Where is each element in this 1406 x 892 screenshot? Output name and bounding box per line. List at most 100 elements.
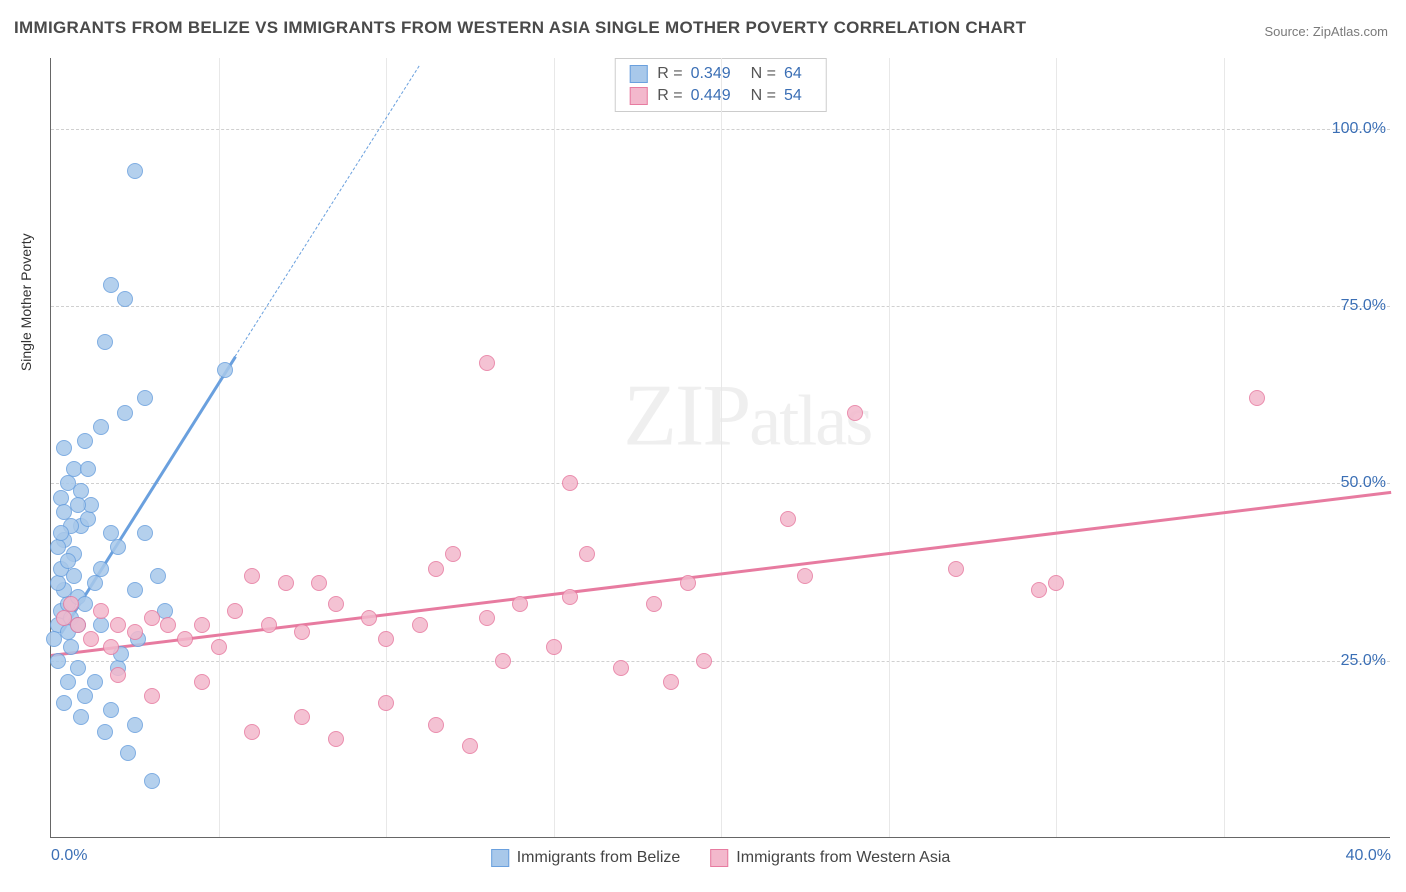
scatter-point-western_asia [144, 688, 160, 704]
scatter-point-belize [53, 525, 69, 541]
scatter-point-western_asia [562, 475, 578, 491]
scatter-point-belize [110, 539, 126, 555]
scatter-point-western_asia [948, 561, 964, 577]
scatter-point-western_asia [83, 631, 99, 647]
gridline-v [1056, 58, 1057, 837]
scatter-point-western_asia [1249, 390, 1265, 406]
scatter-point-belize [56, 440, 72, 456]
r-value-wasia: 0.449 [691, 87, 731, 105]
scatter-point-belize [93, 419, 109, 435]
scatter-point-belize [127, 163, 143, 179]
n-label: N = [751, 65, 776, 83]
scatter-point-belize [103, 702, 119, 718]
scatter-point-belize [63, 639, 79, 655]
scatter-point-belize [217, 362, 233, 378]
scatter-point-belize [56, 695, 72, 711]
scatter-point-western_asia [177, 631, 193, 647]
y-axis-label: Single Mother Poverty [18, 233, 34, 371]
scatter-point-western_asia [579, 546, 595, 562]
scatter-point-belize [70, 660, 86, 676]
scatter-point-western_asia [93, 603, 109, 619]
x-tick-label: 40.0% [1346, 847, 1391, 865]
scatter-point-belize [77, 688, 93, 704]
scatter-point-western_asia [211, 639, 227, 655]
r-value-belize: 0.349 [691, 65, 731, 83]
scatter-point-western_asia [512, 596, 528, 612]
scatter-point-belize [127, 582, 143, 598]
scatter-point-belize [137, 390, 153, 406]
legend-item-belize: Immigrants from Belize [491, 849, 681, 867]
scatter-point-belize [137, 525, 153, 541]
scatter-point-belize [103, 525, 119, 541]
gridline-v [554, 58, 555, 837]
gridline-v [386, 58, 387, 837]
scatter-point-western_asia [445, 546, 461, 562]
scatter-point-western_asia [1048, 575, 1064, 591]
n-value-belize: 64 [784, 65, 802, 83]
y-tick-label: 25.0% [1341, 652, 1386, 670]
y-tick-label: 100.0% [1332, 120, 1386, 138]
scatter-point-belize [60, 553, 76, 569]
scatter-point-belize [93, 617, 109, 633]
scatter-point-belize [87, 674, 103, 690]
scatter-point-belize [73, 709, 89, 725]
scatter-point-western_asia [63, 596, 79, 612]
chart-title: IMMIGRANTS FROM BELIZE VS IMMIGRANTS FRO… [14, 18, 1026, 38]
n-label: N = [751, 87, 776, 105]
scatter-point-western_asia [227, 603, 243, 619]
scatter-point-western_asia [103, 639, 119, 655]
scatter-point-belize [80, 511, 96, 527]
scatter-point-western_asia [680, 575, 696, 591]
n-value-wasia: 54 [784, 87, 802, 105]
legend-swatch-belize [629, 65, 647, 83]
scatter-point-belize [60, 674, 76, 690]
scatter-point-western_asia [160, 617, 176, 633]
trend-line-dash [235, 65, 420, 356]
scatter-point-western_asia [462, 738, 478, 754]
gridline-v [889, 58, 890, 837]
scatter-point-western_asia [1031, 582, 1047, 598]
scatter-point-belize [120, 745, 136, 761]
scatter-point-western_asia [562, 589, 578, 605]
scatter-point-belize [50, 539, 66, 555]
scatter-point-western_asia [696, 653, 712, 669]
scatter-point-western_asia [144, 610, 160, 626]
scatter-point-belize [150, 568, 166, 584]
scatter-point-belize [117, 405, 133, 421]
scatter-point-belize [50, 575, 66, 591]
legend-swatch-icon [710, 849, 728, 867]
scatter-point-western_asia [294, 709, 310, 725]
scatter-point-western_asia [479, 610, 495, 626]
scatter-point-western_asia [110, 617, 126, 633]
scatter-point-western_asia [412, 617, 428, 633]
scatter-point-western_asia [847, 405, 863, 421]
scatter-point-belize [70, 497, 86, 513]
r-label: R = [657, 87, 682, 105]
scatter-point-western_asia [378, 695, 394, 711]
series-legend: Immigrants from Belize Immigrants from W… [491, 849, 951, 867]
scatter-point-belize [97, 334, 113, 350]
scatter-point-western_asia [127, 624, 143, 640]
scatter-point-western_asia [797, 568, 813, 584]
scatter-point-western_asia [278, 575, 294, 591]
legend-item-wasia: Immigrants from Western Asia [710, 849, 950, 867]
gridline-v [219, 58, 220, 837]
scatter-point-belize [117, 291, 133, 307]
source-attribution: Source: ZipAtlas.com [1264, 24, 1388, 39]
scatter-point-western_asia [495, 653, 511, 669]
scatter-point-western_asia [428, 561, 444, 577]
chart-container: IMMIGRANTS FROM BELIZE VS IMMIGRANTS FRO… [0, 0, 1406, 892]
gridline-v [721, 58, 722, 837]
scatter-point-western_asia [311, 575, 327, 591]
scatter-point-western_asia [194, 674, 210, 690]
scatter-point-belize [93, 561, 109, 577]
scatter-point-belize [50, 653, 66, 669]
scatter-point-western_asia [428, 717, 444, 733]
scatter-point-western_asia [361, 610, 377, 626]
r-label: R = [657, 65, 682, 83]
scatter-point-western_asia [110, 667, 126, 683]
y-tick-label: 50.0% [1341, 474, 1386, 492]
scatter-point-western_asia [261, 617, 277, 633]
scatter-point-western_asia [479, 355, 495, 371]
scatter-point-western_asia [294, 624, 310, 640]
